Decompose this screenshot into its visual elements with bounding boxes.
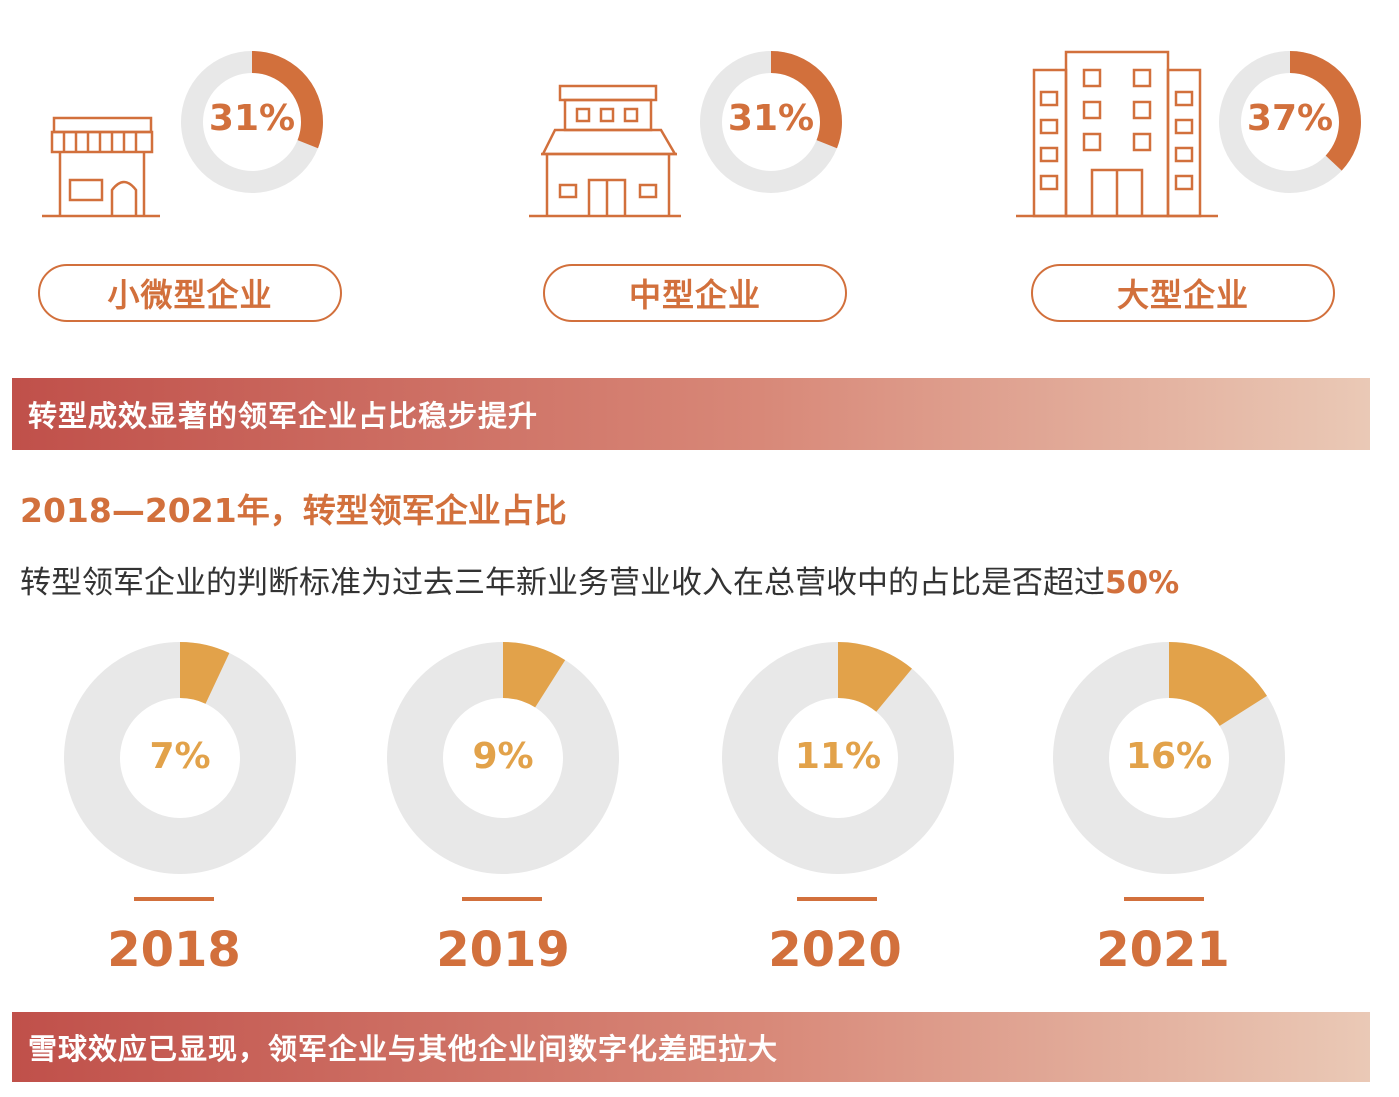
criteria-description: 转型领军企业的判断标准为过去三年新业务营业收入在总营收中的占比是否超过50% xyxy=(20,557,1179,602)
percent-2019: 9% xyxy=(472,736,534,777)
donut-medium-business xyxy=(700,51,842,193)
percent-small-business: 31% xyxy=(208,98,296,139)
section-banner-snowball: 雪球效应已显现，领军企业与其他企业间数字化差距拉大 xyxy=(12,1012,1370,1082)
percent-2021: 16% xyxy=(1125,736,1213,777)
donut-arc-small-business xyxy=(181,51,323,193)
donut-small-business xyxy=(181,51,323,193)
year-divider xyxy=(134,897,214,901)
donut-arc-2021 xyxy=(1053,642,1285,874)
donut-arc-medium-business xyxy=(700,51,842,193)
criteria-threshold: 50% xyxy=(1105,565,1180,601)
percent-large-business: 37% xyxy=(1246,98,1334,139)
donut-2021 xyxy=(1053,642,1285,874)
label-medium-business: 中型企业 xyxy=(543,264,847,322)
year-label-2021: 2021 xyxy=(1096,922,1230,978)
donut-arc-large-business xyxy=(1219,51,1361,193)
year-label-2018: 2018 xyxy=(107,922,241,978)
section-subheading: 2018—2021年，转型领军企业占比 xyxy=(20,491,567,530)
donut-2020 xyxy=(722,642,954,874)
donut-arc-2018 xyxy=(64,642,296,874)
year-divider xyxy=(797,897,877,901)
label-large-business: 大型企业 xyxy=(1031,264,1335,322)
shop-icon xyxy=(42,116,160,218)
criteria-text: 转型领军企业的判断标准为过去三年新业务营业收入在总营收中的占比是否超过 xyxy=(20,565,1105,601)
donut-arc-2020 xyxy=(722,642,954,874)
building-mid-icon xyxy=(529,84,681,218)
year-label-2020: 2020 xyxy=(768,922,902,978)
percent-2018: 7% xyxy=(149,736,211,777)
year-label-2019: 2019 xyxy=(436,922,570,978)
donut-2018 xyxy=(64,642,296,874)
donut-arc-2019 xyxy=(387,642,619,874)
tower-icon xyxy=(1016,50,1218,218)
year-divider xyxy=(1124,897,1204,901)
section-banner-transformation: 转型成效显著的领军企业占比稳步提升 xyxy=(12,378,1370,450)
percent-medium-business: 31% xyxy=(727,98,815,139)
donut-large-business xyxy=(1219,51,1361,193)
label-small-business: 小微型企业 xyxy=(38,264,342,322)
donut-2019 xyxy=(387,642,619,874)
percent-2020: 11% xyxy=(794,736,882,777)
year-divider xyxy=(462,897,542,901)
